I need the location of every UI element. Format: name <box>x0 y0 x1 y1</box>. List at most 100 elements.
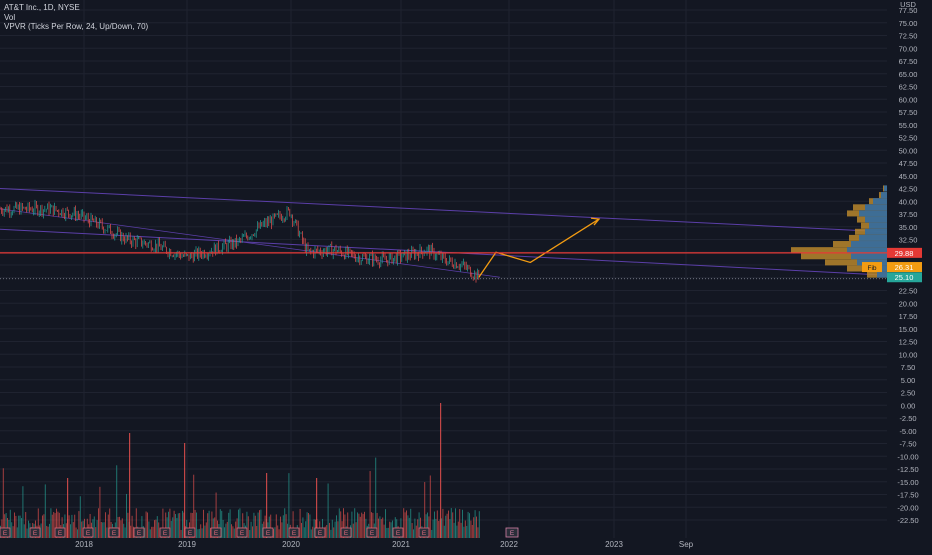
earnings-marker <box>210 527 222 538</box>
volume-bar <box>417 519 419 538</box>
projection-path <box>478 217 601 278</box>
volume-bar <box>252 526 253 538</box>
volume-bar <box>259 510 260 538</box>
volume-bar <box>14 512 15 538</box>
price-label-bg <box>887 247 922 258</box>
volume-bar <box>305 521 307 538</box>
volume-bar <box>273 529 274 538</box>
volume-bar <box>424 482 426 538</box>
volume-spike <box>266 473 268 538</box>
volume-bar <box>117 517 119 538</box>
volume-bar <box>250 521 252 538</box>
volume-bar <box>95 527 97 538</box>
y-tick-label: 22.50 <box>899 287 918 296</box>
volume-bar <box>249 529 251 538</box>
earnings-marker <box>340 527 352 538</box>
projection-line <box>478 218 600 278</box>
vpvr-label-bg <box>862 262 882 273</box>
volume-bar <box>77 529 78 538</box>
volume-bar <box>231 524 232 538</box>
volume-bar <box>306 512 308 538</box>
volume-bar <box>354 508 356 538</box>
volume-bar <box>148 521 150 538</box>
volume-bar <box>53 512 55 538</box>
volume-bar <box>89 514 91 538</box>
volume-bar <box>338 508 340 538</box>
earnings-marker-label: E <box>188 530 193 537</box>
earnings-marker <box>366 527 378 538</box>
price-label: 26.31 <box>895 263 914 272</box>
volume-bar <box>455 508 456 538</box>
y-tick-label: 70.00 <box>899 44 918 53</box>
volume-bar <box>44 484 46 538</box>
earnings-marker <box>54 527 66 538</box>
volume-bar <box>476 516 477 538</box>
volume-bar <box>93 516 95 538</box>
y-tick-label: 40.00 <box>899 197 918 206</box>
currency-label: USD <box>900 0 916 9</box>
volume-bar <box>358 513 360 538</box>
volume-bar <box>281 522 283 538</box>
earnings-marker-label: E <box>344 530 349 537</box>
volume-bar <box>467 511 469 538</box>
y-tick-label: 50.00 <box>899 146 918 155</box>
volume-indicator-label[interactable]: Vol <box>4 12 16 22</box>
y-tick-label: -15.00 <box>897 478 918 487</box>
volume-spike <box>67 478 69 538</box>
vpvr-indicator-label[interactable]: VPVR (Ticks Per Row, 24, Up/Down, 70) <box>4 22 149 31</box>
x-tick-label: 2020 <box>282 540 300 549</box>
volume-bar <box>64 514 66 538</box>
symbol-title[interactable]: AT&T Inc., 1D, NYSE <box>4 3 80 12</box>
y-tick-label: 0.00 <box>901 401 916 410</box>
volume-bar <box>98 508 99 538</box>
volume-bar <box>414 518 416 538</box>
volume-bar <box>309 514 311 538</box>
earnings-marker <box>108 527 120 538</box>
earnings-marker <box>159 527 171 538</box>
y-tick-label: 2.50 <box>901 389 916 398</box>
y-tick-label: -20.00 <box>897 503 918 512</box>
volume-bar <box>336 515 337 538</box>
volume-bar <box>133 526 134 538</box>
volume-bar <box>436 510 438 538</box>
volume-spike <box>316 478 318 538</box>
chart-legend: AT&T Inc., 1D, NYSE Vol VPVR (Ticks Per … <box>4 3 148 32</box>
volume-bar <box>277 525 279 538</box>
volume-bar <box>120 520 122 538</box>
channel-mid <box>0 208 501 278</box>
volume-bar <box>449 519 451 538</box>
volume-bar <box>448 510 449 538</box>
volume-bar <box>460 522 462 538</box>
volume-bar <box>376 512 378 538</box>
volume-bar <box>239 508 241 538</box>
volume-bar <box>285 514 287 538</box>
time-axis: 2018 2019 2020 2021 2022 2023 Sep <box>0 538 932 550</box>
volume-bar <box>155 519 157 538</box>
volume-bar <box>347 512 349 538</box>
volume-bar <box>121 518 123 538</box>
volume-bar <box>226 521 228 538</box>
volume-bar <box>247 516 249 538</box>
volume-bar <box>351 511 353 538</box>
volume-bar <box>235 521 237 538</box>
volume-bar <box>5 513 7 538</box>
vpvr-row-up <box>859 210 887 217</box>
volume-bar <box>390 522 392 538</box>
x-tick-label: 2021 <box>392 540 410 549</box>
volume-bar <box>106 527 108 538</box>
volume-bar <box>403 508 405 538</box>
volume-bar <box>65 523 67 538</box>
volume-bar <box>445 515 447 538</box>
volume-bar <box>383 524 385 538</box>
volume-bar <box>18 515 20 538</box>
earnings-marker-label: E <box>214 530 219 537</box>
volume-bar <box>170 520 172 538</box>
y-tick-label: -22.50 <box>897 516 918 525</box>
volume-bar <box>21 518 22 538</box>
vpvr-row-down <box>825 259 887 266</box>
volume-bar <box>23 524 25 538</box>
volume-bar <box>257 512 259 538</box>
volume-bar <box>2 468 4 538</box>
